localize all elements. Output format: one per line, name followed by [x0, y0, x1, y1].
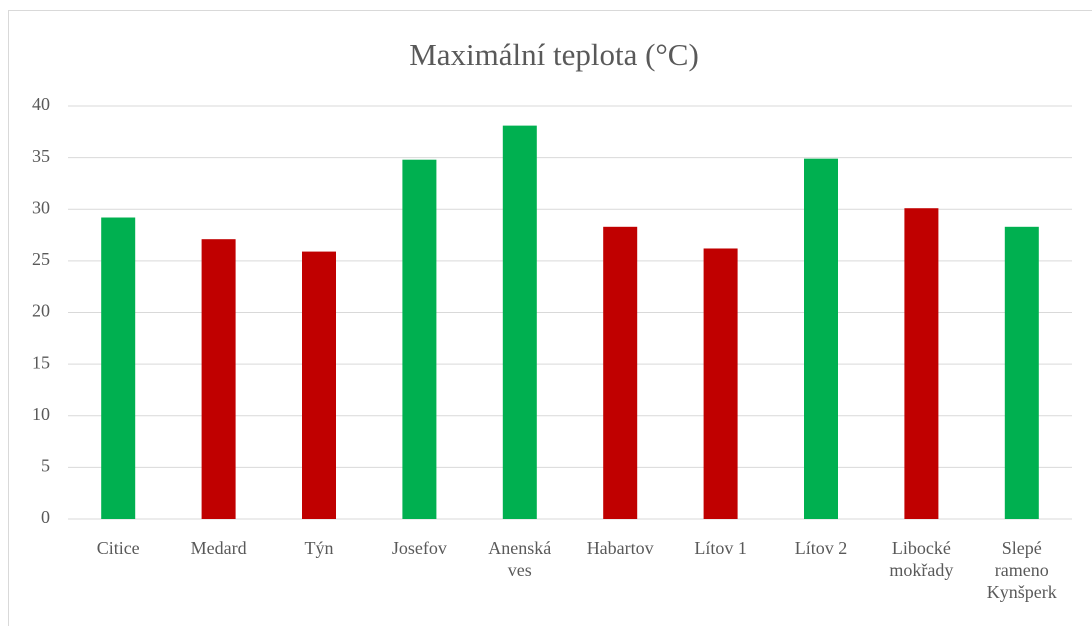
x-tick-label: Slepé rameno Kynšperk [986, 538, 1057, 602]
y-tick-label: 35 [32, 146, 50, 166]
y-tick-label: 20 [32, 301, 50, 321]
bar [402, 159, 437, 519]
x-tick-label: Habartov [586, 538, 654, 558]
y-tick-label: 0 [41, 507, 50, 527]
chart-border [8, 10, 1092, 626]
x-tick-label: Josefov [391, 538, 447, 558]
bar [804, 158, 838, 519]
bar [302, 251, 336, 519]
bar [101, 217, 136, 519]
bar [703, 248, 738, 520]
bar [603, 226, 638, 520]
chart-title: Maximální teplota (°C) [409, 37, 699, 72]
y-tick-label: 30 [32, 197, 50, 217]
bar [1004, 226, 1039, 520]
y-tick-label: 10 [32, 404, 50, 424]
x-tick-label: Týn [304, 538, 334, 558]
bar [201, 239, 236, 519]
x-tick-label: Lítov 1 [694, 538, 747, 558]
y-tick-label: 5 [41, 456, 50, 476]
y-tick-label: 15 [32, 352, 50, 372]
x-tick-label: Anenská ves [488, 538, 552, 580]
x-tick-label: Lítov 2 [794, 538, 848, 558]
bar [904, 208, 939, 519]
bar [502, 125, 537, 520]
x-tick-label: Libocké mokřady [889, 538, 954, 580]
x-tick-label: Citice [96, 538, 140, 558]
y-tick-label: 25 [32, 249, 50, 269]
x-tick-label: Medard [190, 538, 247, 558]
y-tick-label: 40 [32, 94, 50, 114]
